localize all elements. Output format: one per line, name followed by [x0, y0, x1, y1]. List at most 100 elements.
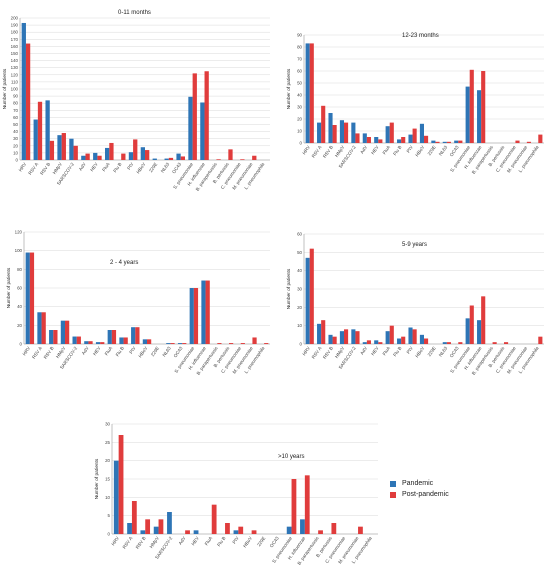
y-tick-label: 20 [297, 305, 302, 310]
legend-swatch-pandemic [390, 480, 396, 487]
y-tick-label: 10 [105, 495, 110, 500]
y-tick-label: 90 [297, 33, 302, 38]
bar-post-pandemic [168, 157, 174, 160]
bar-post-pandemic [217, 343, 222, 344]
x-tick-label: OC43 [171, 161, 182, 174]
x-tick-label: NL63 [438, 144, 449, 156]
bar-pandemic [328, 113, 333, 143]
x-tick-label: HBoV [137, 345, 149, 358]
x-tick-label: HRV [22, 345, 32, 357]
chart-0-11-months: 0 10 20 30 40 50 60 70 80 90 100 110 120 130 140 150 160… [0, 0, 275, 195]
x-tick-label: FluA [204, 535, 214, 546]
bar-pandemic [408, 327, 413, 344]
x-tick-label: HEV [370, 345, 380, 356]
bar-post-pandemic [435, 141, 440, 143]
bar-post-pandemic [309, 248, 314, 344]
bar-chart-12-23-months: 0 10 20 30 40 50 60 70 80 90 Number of patients 12-… [286, 33, 544, 175]
x-tick-label: Flu B [216, 536, 226, 548]
bar-pandemic [465, 86, 470, 143]
bar-post-pandemic [97, 155, 102, 160]
x-tick-label: RSV A [27, 161, 39, 176]
bar-pandemic [37, 312, 42, 344]
bar-pandemic [431, 140, 436, 143]
y-tick-label: 40 [297, 268, 302, 273]
bar-post-pandemic [331, 523, 337, 534]
bar-pandemic [300, 519, 305, 534]
x-tick-label: HRV [301, 345, 311, 357]
x-tick-label: PIV [126, 161, 135, 171]
y-tick-label: 40 [297, 93, 302, 98]
bar-post-pandemic [88, 341, 93, 344]
x-tick-label: FluA [382, 144, 392, 155]
legend: Pandemic Post-pandemic [390, 480, 449, 502]
x-tick-label: RSV B [135, 536, 147, 550]
x-tick-label: HBoV [414, 345, 426, 358]
bar-pandemic [60, 320, 65, 344]
bar-pandemic [107, 330, 112, 344]
x-tick-label: HEV [89, 161, 99, 172]
bar-pandemic [167, 512, 172, 534]
bar-post-pandemic [378, 139, 383, 143]
chart-2-4-years: 0 20 40 60 80 100 120 Number of patients 2 - 4 y… [0, 218, 275, 398]
y-tick-label: 150 [11, 51, 19, 56]
bar-pandemic [465, 318, 470, 344]
x-tick-label: FluA [101, 161, 111, 172]
y-tick-label: 60 [17, 286, 22, 291]
bar-pandemic [127, 523, 132, 534]
bar-pandemic [305, 257, 310, 344]
bar-pandemic [81, 155, 86, 160]
bar-post-pandemic [204, 71, 209, 160]
bar-post-pandemic [145, 519, 151, 534]
bar-pandemic [374, 137, 379, 143]
legend-swatch-post-pandemic [390, 491, 396, 498]
x-tick-label: 229E [148, 162, 158, 174]
x-tick-label: RSV B [322, 145, 334, 159]
bar-post-pandemic [344, 329, 349, 344]
x-tick-label: PIV [406, 144, 415, 154]
y-tick-label: 80 [17, 267, 22, 272]
bar-post-pandemic [424, 338, 429, 344]
bar-post-pandemic [225, 523, 230, 534]
x-tick-label: PIV [406, 345, 415, 355]
y-axis-label: Number of patients [286, 268, 292, 309]
y-tick-label: 30 [13, 136, 18, 141]
y-tick-label: 120 [15, 230, 23, 235]
bar-pandemic [131, 327, 136, 344]
bar-post-pandemic [211, 504, 217, 534]
x-tick-label: HEV [370, 144, 380, 155]
bar-pandemic [397, 338, 402, 344]
bar-post-pandemic [216, 159, 221, 160]
x-tick-label: HRV [18, 161, 28, 173]
bar-post-pandemic [61, 133, 66, 160]
bar-post-pandemic [76, 336, 81, 344]
bar-post-pandemic [389, 325, 394, 344]
x-tick-label: Flu B [112, 162, 122, 174]
bar-post-pandemic [65, 320, 70, 344]
x-tick-label: HMpV [334, 345, 346, 359]
chart-12-23-months: 0 10 20 30 40 50 60 70 80 90 Number of patients 12-… [282, 10, 550, 205]
bar-post-pandemic [252, 155, 257, 160]
bar-post-pandemic [252, 337, 257, 344]
chart-over-10-years: 0 5 10 15 20 25 30 Number of patients >10 years H… [88, 404, 384, 576]
bar-pandemic [385, 126, 390, 143]
bar-pandemic [374, 340, 379, 344]
bar-pandemic [21, 22, 26, 160]
bar-post-pandemic [321, 105, 326, 143]
y-tick-label: 20 [17, 323, 22, 328]
y-tick-label: 200 [11, 16, 19, 21]
x-tick-label: 229E [427, 346, 437, 358]
y-tick-label: 90 [13, 94, 18, 99]
legend-item-post-pandemic: Post-pandemic [390, 491, 449, 498]
bar-post-pandemic [264, 343, 269, 344]
bar-post-pandemic [355, 133, 360, 143]
y-tick-label: 0 [16, 158, 19, 163]
x-tick-label: AdV [78, 161, 88, 172]
y-tick-label: 5 [108, 513, 111, 518]
x-tick-label: Flu B [392, 145, 402, 157]
bar-pandemic [351, 329, 356, 344]
y-tick-label: 20 [105, 458, 110, 463]
bar-pandemic [419, 123, 424, 143]
bar-pandemic [408, 134, 413, 143]
y-tick-label: 70 [297, 57, 302, 62]
x-tick-label: 229E [150, 346, 160, 358]
